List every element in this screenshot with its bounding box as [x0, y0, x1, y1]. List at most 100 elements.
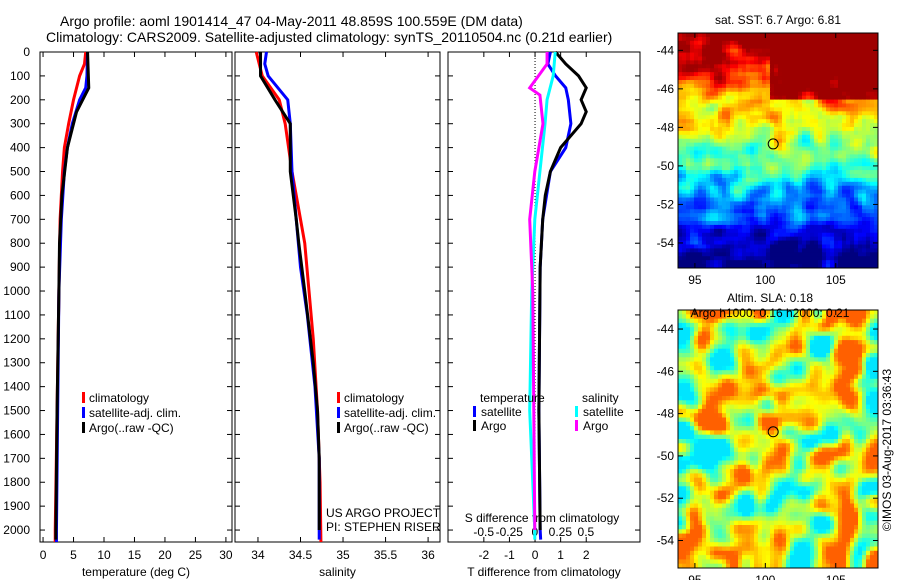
- map-cell: [726, 451, 731, 457]
- map-cell: [710, 76, 715, 81]
- map-cell: [718, 209, 723, 214]
- map-cell: [814, 426, 819, 431]
- map-cell: [690, 174, 695, 179]
- map-cell: [742, 224, 747, 230]
- map-cell: [714, 52, 719, 57]
- map-cell: [770, 248, 775, 253]
- map-cell: [678, 400, 683, 406]
- map-cell: [874, 383, 879, 388]
- map-cell: [866, 224, 871, 230]
- x-tick-label: 0: [40, 548, 47, 562]
- y-tick-label: 600: [10, 188, 30, 202]
- map-cell: [802, 44, 807, 50]
- map-cell: [810, 76, 815, 81]
- map-cell: [810, 260, 815, 265]
- map-cell: [714, 154, 719, 159]
- map-cell: [758, 400, 763, 406]
- map-cell: [746, 158, 751, 163]
- map-cell: [710, 44, 715, 50]
- map-cell: [778, 48, 783, 54]
- map-cell: [790, 193, 795, 198]
- map-cell: [810, 240, 815, 245]
- map-cell: [746, 264, 751, 269]
- map-cell: [746, 260, 751, 265]
- map-cell: [870, 244, 875, 249]
- map-cell: [778, 378, 783, 384]
- map-cell: [814, 365, 819, 371]
- map-cell: [686, 340, 691, 345]
- map-cell: [762, 177, 767, 183]
- map-cell: [850, 252, 855, 257]
- map-cell: [846, 430, 851, 436]
- map-cell: [870, 451, 875, 457]
- map-cell: [802, 260, 807, 265]
- map-cell: [710, 344, 715, 350]
- map-cell: [850, 123, 855, 128]
- map-cell: [718, 260, 723, 265]
- map-cell: [722, 33, 727, 38]
- map-cell: [850, 95, 855, 101]
- x-axis-label: T difference from climatology: [467, 565, 621, 579]
- map-cell: [874, 335, 879, 341]
- map-cell: [782, 177, 787, 183]
- map-cell: [718, 340, 723, 345]
- map-cell: [754, 119, 759, 124]
- map-cell: [758, 221, 763, 226]
- map-cell: [802, 240, 807, 245]
- map-cell: [798, 99, 803, 104]
- map-cell: [814, 52, 819, 57]
- map-cell: [870, 181, 875, 187]
- map-cell: [826, 40, 831, 46]
- map-cell: [682, 36, 687, 42]
- map-cell: [778, 236, 783, 242]
- map-cell: [718, 344, 723, 350]
- map-cell: [794, 95, 799, 101]
- map-cell: [714, 217, 719, 222]
- map-cell: [690, 378, 695, 384]
- map-cell: [838, 68, 843, 73]
- map-cell: [870, 387, 875, 393]
- map-cell: [710, 417, 715, 423]
- map-cell: [854, 327, 859, 332]
- map-cell: [794, 181, 799, 187]
- map-cell: [810, 391, 815, 397]
- map-cell: [814, 443, 819, 449]
- map-cell: [854, 443, 859, 449]
- map-cell: [798, 318, 803, 324]
- map-cell: [766, 426, 771, 431]
- map-cell: [766, 344, 771, 350]
- map-cell: [754, 318, 759, 324]
- map-cell: [766, 68, 771, 73]
- map-cell: [738, 107, 743, 112]
- map-cell: [810, 232, 815, 238]
- map-cell: [802, 413, 807, 418]
- map-cell: [774, 107, 779, 112]
- x-tick-label: 36: [421, 548, 435, 562]
- map-cell: [778, 391, 783, 397]
- map-cell: [806, 189, 811, 195]
- map-cell: [774, 48, 779, 54]
- map-cell: [734, 310, 739, 315]
- map-cell: [702, 44, 707, 50]
- map-cell: [870, 353, 875, 358]
- map-cell: [822, 72, 827, 77]
- map-cell: [846, 217, 851, 222]
- map-cell: [730, 417, 735, 423]
- legend-label: Argo(..raw -QC): [89, 421, 174, 435]
- map-y-tick-label: -52: [657, 197, 675, 211]
- map-cell: [826, 36, 831, 42]
- map-cell: [734, 426, 739, 431]
- map-cell: [750, 111, 755, 116]
- map-cell: [710, 197, 715, 202]
- map-cell: [814, 353, 819, 358]
- map-cell: [774, 72, 779, 77]
- map-cell: [846, 72, 851, 77]
- map-cell: [726, 408, 731, 414]
- map-cell: [866, 256, 871, 261]
- map-cell: [766, 174, 771, 179]
- map-cell: [750, 119, 755, 124]
- map-cell: [794, 158, 799, 163]
- map-cell: [702, 189, 707, 195]
- map-cell: [826, 252, 831, 257]
- map-cell: [830, 174, 835, 179]
